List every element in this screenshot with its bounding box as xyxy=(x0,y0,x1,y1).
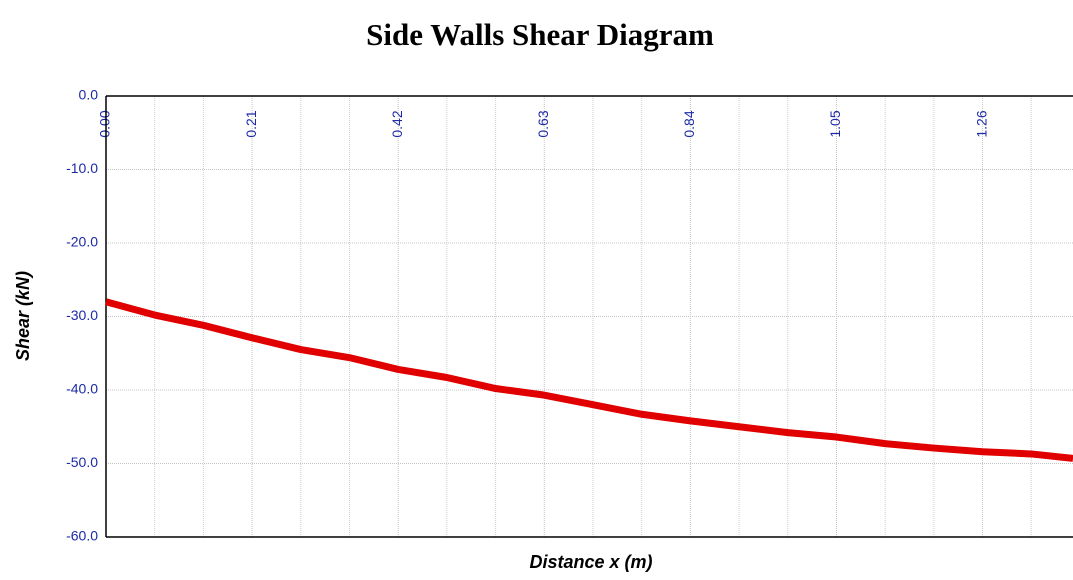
y-tick-label: -20.0 xyxy=(66,234,98,250)
x-tick-label: 0.84 xyxy=(681,110,697,137)
y-tick-label: -10.0 xyxy=(66,160,98,176)
x-tick-label: 1.26 xyxy=(973,110,989,137)
x-tick-label: 0.21 xyxy=(243,110,259,137)
y-tick-label: -60.0 xyxy=(66,528,98,544)
x-tick-label: 0.00 xyxy=(97,110,113,137)
y-tick-label: -40.0 xyxy=(66,381,98,397)
y-tick-label: -30.0 xyxy=(66,307,98,323)
chart-title: Side Walls Shear Diagram xyxy=(366,17,714,52)
y-tick-label: -50.0 xyxy=(66,454,98,470)
y-axis-label: Shear (kN) xyxy=(13,271,33,361)
x-tick-label: 0.42 xyxy=(389,110,405,137)
x-tick-label: 1.05 xyxy=(827,110,843,137)
data-line xyxy=(105,298,1073,462)
y-tick-label: 0.0 xyxy=(79,87,99,103)
x-axis-label: Distance x (m) xyxy=(529,552,652,572)
x-tick-label: 0.63 xyxy=(535,110,551,137)
